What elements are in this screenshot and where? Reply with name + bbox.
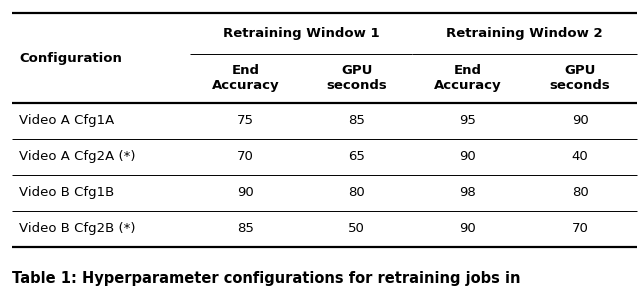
Text: Configuration: Configuration xyxy=(19,52,122,65)
Text: 90: 90 xyxy=(460,150,476,163)
Text: 50: 50 xyxy=(348,222,365,235)
Text: Retraining Window 1: Retraining Window 1 xyxy=(223,27,380,40)
Text: 85: 85 xyxy=(237,222,254,235)
Text: Video A Cfg1A: Video A Cfg1A xyxy=(19,114,115,127)
Text: Video A Cfg2A (*): Video A Cfg2A (*) xyxy=(19,150,136,163)
Text: Table 1: Hyperparameter configurations for retraining jobs in: Table 1: Hyperparameter configurations f… xyxy=(12,271,520,286)
Text: 70: 70 xyxy=(572,222,589,235)
Text: 85: 85 xyxy=(348,114,365,127)
Text: 98: 98 xyxy=(460,186,476,199)
Text: Retraining Window 2: Retraining Window 2 xyxy=(446,27,603,40)
Text: 65: 65 xyxy=(348,150,365,163)
Text: 90: 90 xyxy=(237,186,253,199)
Text: GPU
seconds: GPU seconds xyxy=(326,64,387,92)
Text: GPU
seconds: GPU seconds xyxy=(550,64,611,92)
Text: 90: 90 xyxy=(460,222,476,235)
Text: 80: 80 xyxy=(348,186,365,199)
Text: Video B Cfg2B (*): Video B Cfg2B (*) xyxy=(19,222,136,235)
Text: 75: 75 xyxy=(237,114,254,127)
Text: 70: 70 xyxy=(237,150,254,163)
Text: 40: 40 xyxy=(572,150,589,163)
Text: 80: 80 xyxy=(572,186,589,199)
Text: End
Accuracy: End Accuracy xyxy=(434,64,502,92)
Text: 95: 95 xyxy=(460,114,476,127)
Text: 90: 90 xyxy=(572,114,589,127)
Text: End
Accuracy: End Accuracy xyxy=(212,64,279,92)
Text: Video B Cfg1B: Video B Cfg1B xyxy=(19,186,115,199)
